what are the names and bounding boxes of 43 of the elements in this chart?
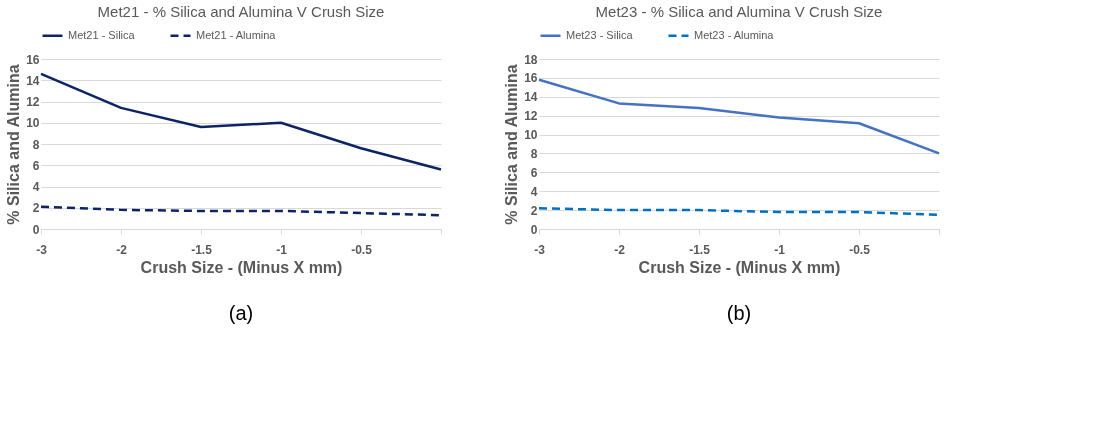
y-tick-label: 8 (530, 146, 538, 161)
y-tick-label: 14 (524, 90, 538, 105)
y-tick-label: 6 (530, 165, 538, 180)
y-tick-label: 16 (26, 52, 40, 67)
y-tick-label: 2 (32, 201, 40, 216)
y-tick-label: 12 (524, 109, 538, 124)
line-series (39, 72, 443, 171)
y-tick-label: 2 (530, 203, 538, 218)
line-series (537, 78, 941, 155)
x-tick-label: -3 (534, 242, 546, 257)
legend-label: Met23 - Alumina (694, 28, 775, 41)
y-tick-label: 6 (32, 158, 40, 173)
chart-title: Met21 - % Silica and Alumina V Crush Size (97, 3, 385, 20)
x-tick-label: -0.5 (849, 242, 871, 257)
x-tick-label: -1 (276, 242, 288, 257)
y-tick-label: 14 (26, 73, 40, 88)
x-tick-label: -3 (36, 242, 48, 257)
x-tick-label: -1.5 (689, 242, 711, 257)
y-tick-label: 10 (26, 116, 40, 131)
y-tick-label: 0 (530, 222, 538, 237)
legend-label: Met23 - Silica (566, 28, 634, 41)
x-tick-label: -2 (116, 242, 128, 257)
x-axis-title: Crush Size - (Minus X mm) (140, 258, 343, 276)
x-tick-label: -1.5 (191, 242, 213, 257)
text: (b) (726, 302, 752, 324)
y-tick-label: 4 (32, 180, 40, 194)
y-tick-label: 18 (524, 52, 538, 67)
chart-title: Met23 - % Silica and Alumina V Crush Size (595, 3, 883, 20)
y-tick-label: 16 (524, 71, 538, 86)
y-tick-label: 10 (524, 128, 538, 143)
text: (a) (228, 302, 254, 324)
y-axis-title: % Silica and Alumina (503, 64, 521, 225)
y-axis-title: % Silica and Alumina (5, 64, 23, 225)
x-tick-label: -0.5 (351, 242, 373, 257)
x-tick-label: -1 (774, 242, 786, 257)
y-tick-label: 4 (530, 184, 538, 199)
x-tick-label: -2 (614, 242, 626, 257)
x-axis-title: Crush Size - (Minus X mm) (638, 258, 841, 276)
legend-label: Met21 - Silica (68, 28, 136, 41)
y-tick-label: 8 (32, 137, 40, 152)
y-tick-label: 0 (32, 222, 40, 237)
y-tick-label: 12 (26, 95, 40, 109)
legend-label: Met21 - Alumina (196, 28, 277, 41)
